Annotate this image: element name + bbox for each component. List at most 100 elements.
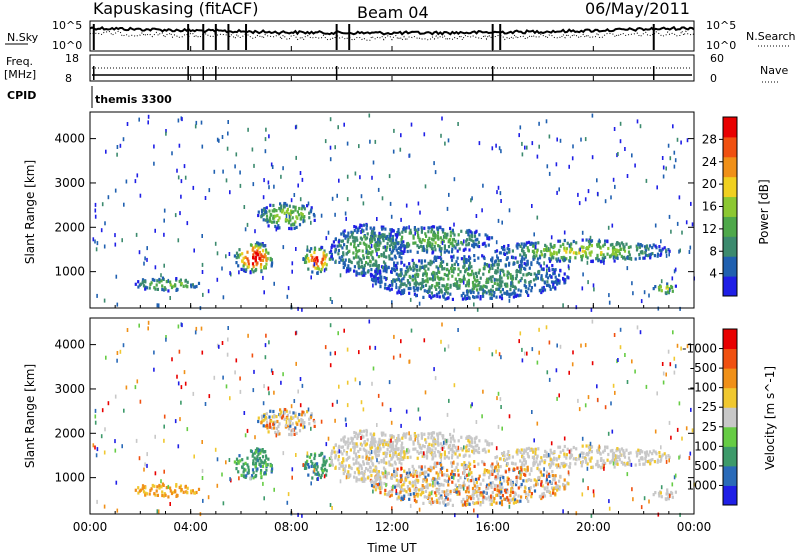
power-cell xyxy=(436,294,439,298)
power-cell xyxy=(441,230,445,234)
velocity-noise-cell xyxy=(510,487,512,492)
velocity-cell xyxy=(362,435,365,439)
velocity-cell xyxy=(479,491,482,495)
power-noise-cell xyxy=(384,264,387,269)
velocity-cell xyxy=(384,454,387,458)
velocity-cell xyxy=(438,454,441,458)
power-cell xyxy=(585,238,588,242)
power-cell xyxy=(472,239,475,243)
velocity-cell xyxy=(440,463,443,467)
power-cell xyxy=(635,248,639,252)
power-cell xyxy=(438,225,441,229)
velocity-cell xyxy=(364,477,367,481)
velocity-cell xyxy=(369,452,372,456)
power-cell xyxy=(523,283,526,288)
velocity-cell xyxy=(233,460,236,464)
power-cell xyxy=(504,291,507,295)
velocity-cell xyxy=(530,468,533,473)
power-cell xyxy=(262,255,265,259)
power-cell xyxy=(642,256,645,260)
power-cell xyxy=(522,245,525,249)
velocity-noise-cell xyxy=(645,384,648,389)
power-cell xyxy=(482,289,485,293)
velocity-cell xyxy=(283,417,286,421)
velocity-cell xyxy=(408,437,411,441)
velocity-cell xyxy=(454,483,457,487)
power-cell xyxy=(490,263,493,268)
velocity-cell xyxy=(458,453,461,457)
power-cell xyxy=(262,208,266,212)
power-cell xyxy=(522,273,525,277)
power-noise-cell xyxy=(377,187,380,192)
power-cell xyxy=(403,249,406,253)
power-cell xyxy=(520,276,523,281)
colorbar-tick-label: 28 xyxy=(702,132,717,146)
velocity-noise-cell xyxy=(524,351,526,356)
power-noise-cell xyxy=(497,218,500,223)
velocity-cell xyxy=(277,425,280,429)
power-cell xyxy=(374,282,377,286)
velocity-noise-cell xyxy=(295,453,297,457)
velocity-cell xyxy=(377,440,380,444)
power-cell xyxy=(637,242,640,246)
power-cell xyxy=(562,255,565,259)
power-cell xyxy=(358,225,361,230)
velocity-cell xyxy=(322,469,325,473)
power-cell xyxy=(310,258,313,262)
power-cell xyxy=(423,239,426,243)
power-noise-cell xyxy=(163,218,165,223)
velocity-cell xyxy=(352,457,355,461)
power-cell xyxy=(521,255,524,259)
velocity-cell xyxy=(377,486,380,490)
power-noise-cell xyxy=(306,245,309,250)
velocity-cell xyxy=(520,468,523,472)
velocity-cell xyxy=(307,473,310,477)
velocity-noise-cell xyxy=(400,484,403,489)
velocity-cell xyxy=(658,454,661,458)
power-noise-cell xyxy=(147,114,150,119)
power-cell xyxy=(558,273,561,277)
velocity-cell xyxy=(405,432,408,436)
power-cell xyxy=(441,238,444,242)
power-cell xyxy=(247,265,250,269)
power-noise-cell xyxy=(369,139,371,144)
power-cell xyxy=(405,284,408,288)
velocity-cell xyxy=(419,450,422,454)
velocity-cell xyxy=(320,473,323,478)
velocity-cell xyxy=(521,461,524,465)
velocity-noise-cell xyxy=(282,372,284,377)
velocity-cell xyxy=(488,476,491,480)
power-cell xyxy=(443,272,446,277)
velocity-cell xyxy=(613,451,616,455)
velocity-cell xyxy=(142,490,146,494)
velocity-noise-cell xyxy=(448,398,450,403)
velocity-noise-cell xyxy=(676,427,679,432)
velocity-cell xyxy=(385,476,388,480)
velocity-cell xyxy=(394,462,397,466)
velocity-noise-cell xyxy=(94,408,97,413)
velocity-noise-cell xyxy=(116,351,119,355)
power-noise-cell xyxy=(294,125,297,130)
power-noise-cell xyxy=(559,138,562,143)
velocity-cell xyxy=(503,479,506,483)
power-cell xyxy=(299,217,303,221)
velocity-noise-cell xyxy=(534,451,537,455)
velocity-cell xyxy=(498,501,502,505)
velocity-noise-cell xyxy=(297,512,299,517)
velocity-cell xyxy=(638,462,641,466)
power-cell xyxy=(420,230,423,234)
power-noise-cell xyxy=(445,233,448,238)
velocity-noise-cell xyxy=(157,509,160,514)
power-cell xyxy=(377,234,380,238)
power-cell xyxy=(491,284,494,289)
velocity-cell xyxy=(556,488,559,492)
power-noise-cell xyxy=(157,303,160,308)
velocity-cell xyxy=(511,483,514,488)
velocity-noise-cell xyxy=(271,371,274,375)
velocity-cell xyxy=(427,432,430,436)
power-cell xyxy=(395,248,398,252)
velocity-cell xyxy=(457,490,460,494)
power-cell xyxy=(622,247,626,251)
velocity-cell xyxy=(430,497,433,501)
velocity-cell xyxy=(300,417,303,422)
